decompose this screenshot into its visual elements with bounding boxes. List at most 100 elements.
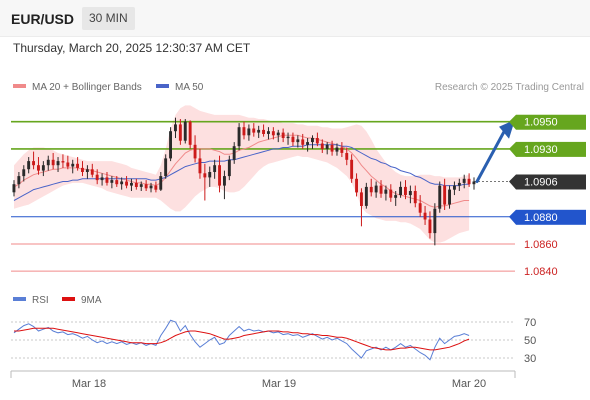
candle-body <box>115 180 119 185</box>
resistance-level-tag <box>516 114 586 130</box>
candle-body <box>262 129 265 134</box>
candle-body <box>56 161 60 166</box>
candle-body <box>227 159 231 177</box>
candle-body <box>364 186 368 206</box>
x-tick-label: Mar 19 <box>262 378 296 390</box>
candle-body <box>125 181 128 186</box>
rsi-ma9-line <box>14 327 470 351</box>
bollinger-band-area <box>14 105 470 243</box>
candle-body <box>37 165 40 171</box>
candle-body <box>100 177 104 181</box>
resistance-level-tag-pointer <box>509 114 516 130</box>
candle-body <box>144 184 148 189</box>
candle-body <box>306 142 309 145</box>
candle-body <box>335 147 339 152</box>
candle-body <box>355 178 358 193</box>
candle-body <box>169 131 172 159</box>
candle-body <box>315 138 319 144</box>
support-level-tag <box>516 209 586 225</box>
ma50-line <box>13 144 470 201</box>
candle-body <box>350 159 354 179</box>
candle-body <box>276 132 280 136</box>
candle-body <box>237 127 241 147</box>
candle-body <box>340 147 344 153</box>
ma9-legend-label: 9MA <box>81 295 102 306</box>
candle-body <box>457 182 461 186</box>
candle-body <box>462 178 466 183</box>
credit-text: Research © 2025 Trading Central <box>435 82 584 93</box>
candle-body <box>66 162 70 167</box>
ma20-legend-swatch <box>13 84 26 88</box>
support_minor-level-label: 1.0860 <box>524 239 558 251</box>
rsi-tick-label: 70 <box>524 317 536 329</box>
candle-body <box>448 189 451 205</box>
candle-body <box>311 138 314 143</box>
chart-timestamp: Thursday, March 20, 2025 12:30:37 AM CET <box>13 41 251 55</box>
candle-body <box>110 180 114 183</box>
candle-body <box>213 165 217 172</box>
candle-body <box>208 172 212 178</box>
candle-body <box>130 182 133 186</box>
candle-body <box>174 124 177 132</box>
candle-body <box>453 185 456 190</box>
rsi-legend-swatch <box>13 297 26 301</box>
candle-body <box>320 143 324 149</box>
candle-body <box>404 186 407 195</box>
candle-body <box>345 153 349 160</box>
candle-body <box>428 219 432 234</box>
candle-body <box>252 128 256 133</box>
candle-body <box>85 169 89 172</box>
resistance-level-label: 1.0930 <box>524 144 558 156</box>
candle-body <box>81 167 84 172</box>
candle-body <box>330 144 334 152</box>
candle-body <box>218 165 221 186</box>
candle-body <box>296 139 300 143</box>
symbol-label: EUR/USD <box>11 11 75 27</box>
candle-body <box>257 129 261 133</box>
candle-body <box>188 121 192 145</box>
candle-body <box>369 186 373 193</box>
candle-body <box>418 203 422 213</box>
resistance-level-tag-pointer <box>509 141 516 157</box>
candle-body <box>22 169 26 177</box>
candle-body <box>242 127 246 136</box>
rsi-legend-label: RSI <box>32 295 49 306</box>
candle-body <box>139 184 143 187</box>
candle-body <box>32 161 35 166</box>
candle-body <box>76 163 79 168</box>
candle-body <box>286 136 290 139</box>
candle-body <box>247 128 251 136</box>
candle-body <box>159 176 163 190</box>
current-level-label: 1.0906 <box>524 176 558 188</box>
current-level-tag-pointer <box>509 174 516 190</box>
candle-body <box>71 163 75 167</box>
chart-header: EUR/USD 30 MIN <box>0 0 590 37</box>
candle-body <box>384 189 388 194</box>
candle-body <box>399 186 402 195</box>
candle-body <box>467 178 471 185</box>
candle-body <box>51 159 55 166</box>
timeframe-badge[interactable]: 30 MIN <box>82 7 135 30</box>
candle-body <box>61 161 65 163</box>
forecast-arrow-head <box>499 119 515 139</box>
forecast-arrow-shaft <box>475 130 506 183</box>
candle-body <box>90 169 94 175</box>
resistance-level-tag <box>516 141 586 157</box>
candle-body <box>46 159 50 166</box>
candle-body <box>203 173 207 178</box>
candle-body <box>198 158 202 174</box>
candle-body <box>105 177 109 183</box>
candle-body <box>27 161 31 170</box>
candle-body <box>433 208 437 234</box>
candle-body <box>413 191 417 204</box>
candle-body <box>394 195 398 198</box>
candle-body <box>301 139 305 145</box>
candle-body <box>154 185 158 190</box>
rsi-line <box>13 319 470 361</box>
candle-body <box>443 185 447 205</box>
current-level-tag <box>516 174 586 190</box>
candle-body <box>41 165 45 171</box>
candle-body <box>164 158 168 177</box>
candle-body <box>271 131 275 136</box>
